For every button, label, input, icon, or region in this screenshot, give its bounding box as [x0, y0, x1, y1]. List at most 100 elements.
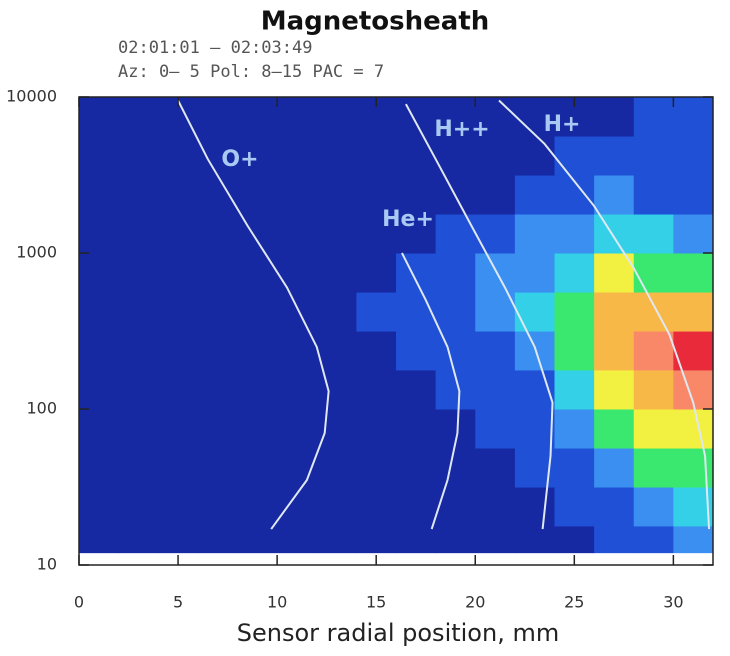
- heatmap-cell: [396, 409, 437, 449]
- heatmap-cell: [475, 369, 516, 410]
- heatmap-cell: [633, 214, 674, 254]
- heatmap-cell: [118, 136, 159, 176]
- heatmap-cell: [79, 253, 120, 293]
- heatmap-cell: [475, 487, 516, 527]
- heatmap-cell: [158, 292, 199, 332]
- heatmap-cell: [554, 331, 595, 371]
- curve-label: H++: [434, 117, 489, 142]
- x-tick-label: 0: [74, 593, 84, 612]
- heatmap-cell: [237, 136, 278, 176]
- heatmap-cell: [197, 525, 238, 554]
- heatmap-cell: [118, 487, 159, 527]
- heatmap-cell: [475, 136, 516, 176]
- heatmap-cell: [633, 136, 674, 176]
- heatmap-cell: [633, 409, 674, 449]
- heatmap-cell: [554, 525, 595, 554]
- heatmap-cell: [79, 175, 120, 215]
- heatmap-cell: [158, 369, 199, 410]
- heatmap-cell: [633, 292, 674, 332]
- heatmap-cell: [79, 525, 120, 554]
- heatmap-cell: [158, 409, 199, 449]
- heatmap-cell: [514, 136, 555, 176]
- heatmap-cell: [475, 97, 516, 137]
- heatmap-cell: [356, 175, 397, 215]
- curve: [401, 252, 461, 530]
- x-tick-label: 10: [267, 593, 287, 612]
- heatmap-cell: [633, 525, 674, 554]
- heatmap-cell: [237, 292, 278, 332]
- heatmap-cell: [594, 175, 635, 215]
- heatmap-cell: [673, 448, 714, 488]
- y-tick-label: 10000: [6, 87, 57, 106]
- heatmap-cell: [435, 448, 476, 488]
- curve-label: He+: [382, 207, 434, 232]
- heatmap-cell: [633, 487, 674, 527]
- heatmap-cell: [118, 525, 159, 554]
- heatmap-cell: [396, 487, 437, 527]
- heatmap-cell: [554, 136, 595, 176]
- heatmap-cell: [514, 409, 555, 449]
- heatmap-cell: [237, 409, 278, 449]
- heatmap-cell: [435, 136, 476, 176]
- heatmap-cell: [316, 253, 357, 293]
- heatmap-cell: [514, 175, 555, 215]
- heatmap-cell: [396, 525, 437, 554]
- heatmap-cell: [594, 292, 635, 332]
- heatmap-cell: [356, 525, 397, 554]
- heatmap-cell: [118, 331, 159, 371]
- x-axis-label: Sensor radial position, mm: [237, 619, 559, 647]
- heatmap-cell: [435, 97, 476, 137]
- heatmap-cell: [356, 409, 397, 449]
- heatmap-cell: [197, 97, 238, 137]
- heatmap-cell: [673, 525, 714, 554]
- heatmap-cell: [554, 409, 595, 449]
- heatmap-cell: [158, 448, 199, 488]
- heatmap-cell: [79, 369, 120, 410]
- heatmap-cell: [237, 369, 278, 410]
- heatmap-cell: [514, 253, 555, 293]
- heatmap-cell: [277, 525, 318, 554]
- heatmap-cell: [554, 369, 595, 410]
- y-tick-label: 10: [37, 555, 57, 574]
- heatmap-cell: [237, 253, 278, 293]
- heatmap-cell: [475, 331, 516, 371]
- heatmap-cell: [554, 448, 595, 488]
- heatmap-cell: [197, 175, 238, 215]
- heatmap-cell: [277, 331, 318, 371]
- heatmap-cell: [435, 525, 476, 554]
- heatmap-cell: [79, 292, 120, 332]
- heatmap-cell: [316, 409, 357, 449]
- heatmap-cell: [514, 214, 555, 254]
- heatmap-cell: [158, 331, 199, 371]
- heatmap-cell: [316, 214, 357, 254]
- heatmap-cell: [197, 292, 238, 332]
- heatmap-cell: [356, 214, 397, 254]
- heatmap-cell: [673, 214, 714, 254]
- heatmap-cell: [277, 253, 318, 293]
- heatmap-cell: [673, 292, 714, 332]
- heatmap-cell: [158, 136, 199, 176]
- heatmap-cell: [435, 487, 476, 527]
- heatmap-cell: [356, 331, 397, 371]
- curve: [177, 100, 330, 530]
- heatmap-cell: [237, 525, 278, 554]
- heatmap-cell: [633, 97, 674, 137]
- heatmap-cell: [197, 369, 238, 410]
- heatmap-cell: [237, 331, 278, 371]
- heatmap-cell: [396, 448, 437, 488]
- curve: [498, 99, 711, 530]
- heatmap-cell: [316, 525, 357, 554]
- heatmap-cell: [79, 214, 120, 254]
- heatmap-cell: [197, 253, 238, 293]
- heatmap-cell: [277, 97, 318, 137]
- x-tick-label: 5: [173, 593, 183, 612]
- heatmap-cell: [277, 175, 318, 215]
- heatmap-cell: [118, 292, 159, 332]
- heatmap-cell: [316, 136, 357, 176]
- plot-frame: [78, 96, 714, 566]
- heatmap-cell: [594, 331, 635, 371]
- heatmap-cell: [594, 487, 635, 527]
- heatmap-cell: [197, 136, 238, 176]
- heatmap-cell: [673, 253, 714, 293]
